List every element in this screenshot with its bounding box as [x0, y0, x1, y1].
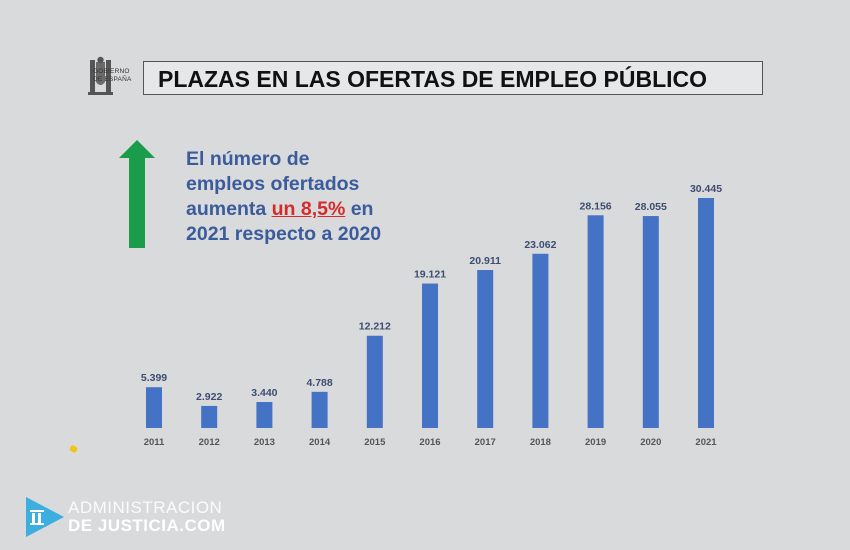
value-label-2015: 12.212	[359, 321, 391, 333]
watermark-line1: ADMINISTRACION	[68, 498, 223, 517]
government-logo-text: GOBIERNO DE ESPAÑA	[93, 68, 132, 84]
value-label-2018: 23.062	[524, 239, 556, 251]
value-label-2021: 30.445	[690, 183, 722, 195]
title-box: PLAZAS EN LAS OFERTAS DE EMPLEO PÚBLICO	[143, 61, 763, 95]
bar-2016	[422, 283, 438, 428]
value-label-2019: 28.156	[580, 200, 612, 212]
value-label-2011: 5.399	[141, 372, 167, 384]
value-label-2013: 3.440	[251, 387, 277, 399]
year-label-2014: 2014	[309, 437, 331, 448]
percentage-highlight: un 8,5%	[271, 198, 346, 220]
bar-2020	[642, 216, 659, 428]
value-label-2020: 28.055	[635, 201, 667, 213]
up-arrow-icon	[119, 140, 155, 248]
message-line1: El número de	[186, 148, 310, 170]
government-coat-of-arms-icon	[88, 56, 113, 95]
message-line3-suffix: en	[345, 198, 374, 220]
message-line3: aumenta un 8,5% en	[186, 197, 416, 222]
value-label-2016: 19.121	[414, 269, 446, 281]
gov-text-line1: GOBIERNO	[93, 68, 130, 75]
watermark-line2: DE JUSTICIA.COM	[68, 516, 226, 535]
increase-message: El número de empleos ofertados aumenta u…	[186, 147, 416, 247]
page-title: PLAZAS EN LAS OFERTAS DE EMPLEO PÚBLICO	[158, 66, 708, 92]
year-label-2019: 2019	[585, 437, 606, 448]
year-label-2013: 2013	[254, 437, 275, 448]
year-label-2011: 2011	[144, 437, 165, 448]
message-line2: empleos ofertados	[186, 173, 360, 195]
bar-2012	[201, 405, 218, 428]
bar-2013	[256, 402, 273, 428]
message-line3-prefix: aumenta	[186, 198, 272, 220]
value-label-2017: 20.911	[469, 255, 501, 267]
bar-2019	[587, 215, 604, 428]
year-label-2017: 2017	[475, 437, 496, 448]
bar-2011	[146, 387, 162, 428]
bar-2018	[532, 253, 549, 428]
year-label-2021: 2021	[695, 437, 717, 448]
watermark-text: ADMINISTRACION DE JUSTICIA.COM	[68, 499, 226, 535]
year-label-2020: 2020	[640, 437, 661, 448]
message-line4: 2021 respecto a 2020	[186, 223, 382, 245]
year-label-2016: 2016	[419, 437, 440, 448]
bar-2021	[698, 198, 714, 428]
year-label-2015: 2015	[364, 437, 386, 448]
justice-play-icon	[26, 497, 64, 537]
value-label-2014: 4.788	[306, 377, 332, 389]
year-label-2018: 2018	[530, 437, 551, 448]
year-label-2012: 2012	[199, 437, 220, 448]
value-label-2012: 2.922	[196, 391, 222, 403]
bar-2017	[477, 270, 494, 428]
bar-2014	[311, 391, 328, 428]
gov-text-line2: DE ESPAÑA	[93, 76, 132, 83]
bar-2015	[366, 335, 383, 428]
